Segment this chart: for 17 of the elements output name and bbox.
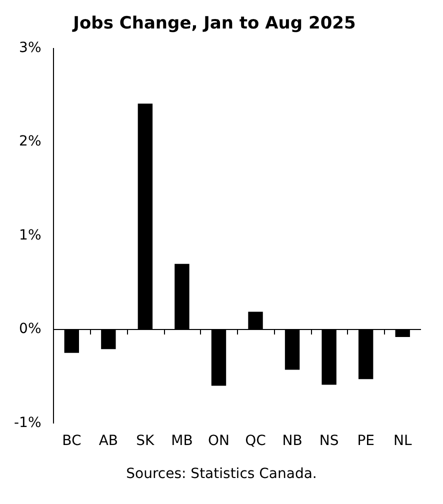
x-tick-label: NL <box>393 433 412 450</box>
y-tick-label: 0% <box>19 321 42 338</box>
y-tick-label: -1% <box>14 414 42 431</box>
x-tick-label: SK <box>136 433 156 450</box>
x-tick-label: ON <box>208 433 230 450</box>
x-tick-label: MB <box>171 433 193 450</box>
chart-title: Jobs Change, Jan to Aug 2025 <box>72 14 356 34</box>
source-note: Sources: Statistics Canada. <box>125 466 318 482</box>
x-tick-label: PE <box>357 433 374 450</box>
y-tick-label: 2% <box>19 134 42 150</box>
y-tick-label: 1% <box>19 227 42 244</box>
x-tick-label: NB <box>282 433 302 450</box>
x-tick-label: AB <box>98 433 118 450</box>
x-tick-label: NS <box>319 433 339 450</box>
x-tick-label: BC <box>62 433 82 450</box>
x-tick-label: QC <box>245 433 266 450</box>
y-tick-label: 3% <box>19 40 42 56</box>
